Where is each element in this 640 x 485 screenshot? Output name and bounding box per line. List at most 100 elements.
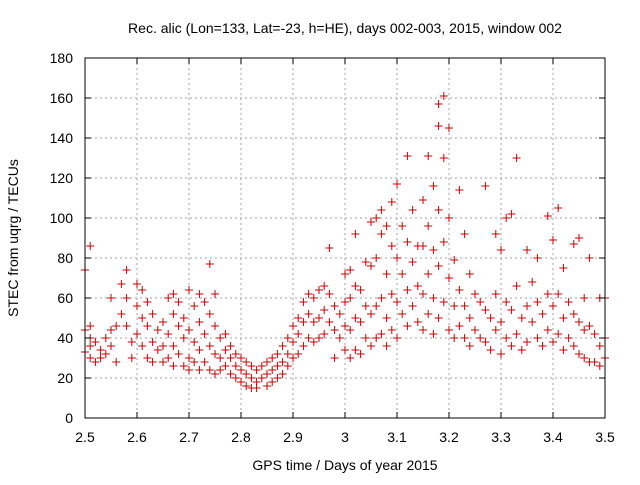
data-point bbox=[507, 306, 516, 314]
y-tick-label: 100 bbox=[50, 210, 74, 226]
data-point bbox=[351, 230, 360, 238]
data-point bbox=[595, 342, 604, 350]
data-point bbox=[133, 330, 141, 338]
data-point bbox=[289, 354, 297, 362]
data-point bbox=[86, 242, 95, 250]
data-point bbox=[211, 370, 219, 378]
data-point bbox=[382, 342, 391, 350]
data-point bbox=[367, 310, 375, 318]
data-point bbox=[231, 362, 240, 370]
data-point bbox=[325, 318, 334, 326]
data-point bbox=[205, 260, 214, 268]
data-point bbox=[387, 290, 396, 298]
data-point bbox=[304, 290, 313, 298]
data-point bbox=[424, 310, 433, 318]
data-point bbox=[382, 222, 391, 230]
data-point bbox=[408, 258, 417, 266]
data-point bbox=[237, 354, 245, 362]
data-point bbox=[554, 290, 563, 298]
data-point bbox=[538, 342, 547, 350]
data-point bbox=[554, 330, 563, 338]
data-point bbox=[460, 334, 469, 342]
data-point bbox=[497, 318, 505, 326]
data-point bbox=[575, 350, 583, 358]
data-point bbox=[575, 318, 583, 326]
data-point bbox=[419, 326, 427, 334]
data-point bbox=[543, 326, 552, 334]
data-point bbox=[179, 362, 188, 370]
data-point bbox=[211, 290, 219, 298]
data-point bbox=[278, 370, 287, 378]
data-point bbox=[247, 362, 256, 370]
data-point bbox=[242, 358, 251, 366]
data-point bbox=[195, 290, 204, 298]
data-point bbox=[429, 246, 438, 254]
data-point bbox=[439, 298, 448, 306]
y-tick-label: 120 bbox=[50, 170, 74, 186]
data-point bbox=[216, 354, 225, 362]
data-point bbox=[273, 374, 282, 382]
data-point bbox=[289, 338, 297, 346]
data-point bbox=[543, 290, 552, 298]
data-point bbox=[398, 310, 407, 318]
x-tick-label: 2.5 bbox=[75, 429, 95, 445]
data-point bbox=[455, 286, 464, 294]
data-point bbox=[403, 238, 412, 246]
data-point bbox=[398, 222, 407, 230]
data-point bbox=[185, 354, 193, 362]
data-point bbox=[497, 350, 505, 358]
data-point bbox=[424, 270, 433, 278]
data-point bbox=[476, 298, 485, 306]
data-point bbox=[549, 302, 557, 310]
data-point bbox=[101, 334, 110, 342]
data-point bbox=[491, 290, 500, 298]
x-tick-label: 3.3 bbox=[491, 429, 511, 445]
data-point bbox=[91, 338, 100, 346]
axis-frame bbox=[84, 57, 606, 419]
data-point bbox=[413, 282, 422, 290]
data-point bbox=[549, 236, 557, 244]
data-point bbox=[434, 100, 443, 108]
data-point bbox=[585, 254, 594, 262]
data-point bbox=[486, 314, 495, 322]
data-point bbox=[434, 122, 443, 130]
data-point bbox=[533, 334, 542, 342]
data-point bbox=[237, 366, 245, 374]
data-point bbox=[512, 154, 521, 162]
data-point bbox=[590, 358, 599, 366]
data-point bbox=[247, 374, 256, 382]
data-point bbox=[268, 366, 277, 374]
data-point bbox=[242, 370, 251, 378]
data-point bbox=[252, 366, 261, 374]
data-point bbox=[502, 298, 511, 306]
x-axis-title: GPS time / Days of year 2015 bbox=[252, 457, 437, 473]
data-point bbox=[351, 346, 360, 354]
data-point bbox=[320, 330, 329, 338]
data-point bbox=[335, 334, 344, 342]
data-point bbox=[325, 290, 334, 298]
data-point bbox=[559, 314, 568, 322]
data-point bbox=[528, 318, 537, 326]
data-point bbox=[268, 378, 277, 386]
data-point bbox=[231, 374, 240, 382]
data-point bbox=[377, 294, 386, 302]
data-point bbox=[341, 298, 349, 306]
data-point bbox=[569, 310, 578, 318]
data-point bbox=[200, 298, 209, 306]
data-point bbox=[585, 322, 594, 330]
data-point bbox=[346, 266, 355, 274]
data-point bbox=[439, 154, 448, 162]
data-point bbox=[112, 322, 121, 330]
data-point bbox=[393, 254, 401, 262]
data-point bbox=[528, 278, 537, 286]
data-point bbox=[107, 294, 115, 302]
data-point bbox=[372, 214, 381, 222]
data-point bbox=[330, 302, 339, 310]
data-point bbox=[486, 346, 495, 354]
data-point bbox=[450, 256, 459, 264]
data-point bbox=[299, 342, 308, 350]
data-point bbox=[393, 334, 401, 342]
data-point bbox=[304, 310, 313, 318]
data-point bbox=[445, 274, 453, 282]
data-point bbox=[133, 280, 141, 288]
